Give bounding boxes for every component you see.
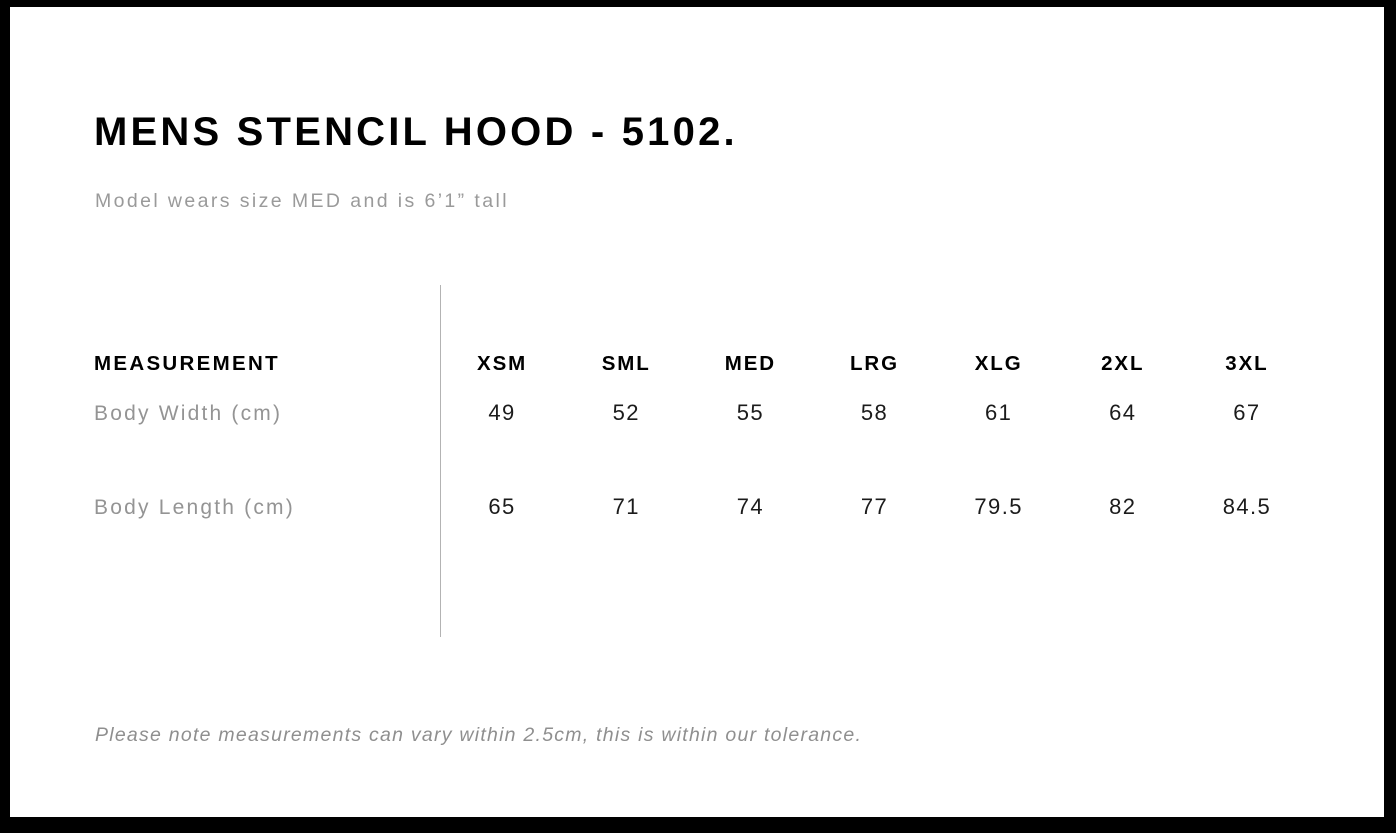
body-width-3xl: 67 — [1233, 400, 1261, 425]
body-length-2xl: 82 — [1109, 494, 1137, 519]
body-width-med: 55 — [736, 400, 764, 425]
page-title: MENS STENCIL HOOD - 5102. — [94, 110, 738, 154]
column-header-lrg: LRG — [850, 352, 899, 375]
column-header-measurement: MEASUREMENT — [94, 352, 280, 375]
body-width-sml: 52 — [612, 400, 640, 425]
body-length-sml: 71 — [612, 494, 640, 519]
row-label-body-width: Body Width (cm) — [94, 402, 283, 425]
body-length-3xl: 84.5 — [1222, 494, 1272, 519]
column-header-sml: SML — [601, 352, 651, 375]
column-header-xlg: XLG — [974, 352, 1023, 375]
body-length-xsm: 65 — [488, 494, 516, 519]
body-length-lrg: 77 — [860, 494, 889, 519]
body-length-xlg: 79.5 — [974, 494, 1023, 519]
size-chart-card: MENS STENCIL HOOD - 5102. Model wears si… — [10, 7, 1384, 817]
table-header-row: MEASUREMENT XSM SML MED LRG XLG 2XL 3XL — [94, 352, 1309, 400]
body-width-lrg: 58 — [860, 400, 889, 425]
model-fit-note: Model wears size MED and is 6’1” tall — [95, 190, 509, 212]
table-row: Body Length (cm) 65 71 74 77 79.5 82 84.… — [94, 494, 1309, 588]
row-label-body-length: Body Length (cm) — [94, 496, 295, 519]
column-header-3xl: 3XL — [1225, 352, 1269, 375]
body-length-med: 74 — [736, 494, 764, 519]
column-divider — [440, 285, 441, 637]
measurement-table: MEASUREMENT XSM SML MED LRG XLG 2XL 3XL … — [94, 352, 1309, 588]
table-row: Body Width (cm) 49 52 55 58 61 64 67 — [94, 400, 1309, 494]
body-width-2xl: 64 — [1109, 400, 1137, 425]
body-width-xlg: 61 — [984, 400, 1013, 425]
column-header-xsm: XSM — [477, 352, 528, 375]
column-header-med: MED — [724, 352, 776, 375]
body-width-xsm: 49 — [488, 400, 516, 425]
tolerance-note: Please note measurements can vary within… — [95, 724, 863, 746]
column-header-2xl: 2XL — [1101, 352, 1145, 375]
